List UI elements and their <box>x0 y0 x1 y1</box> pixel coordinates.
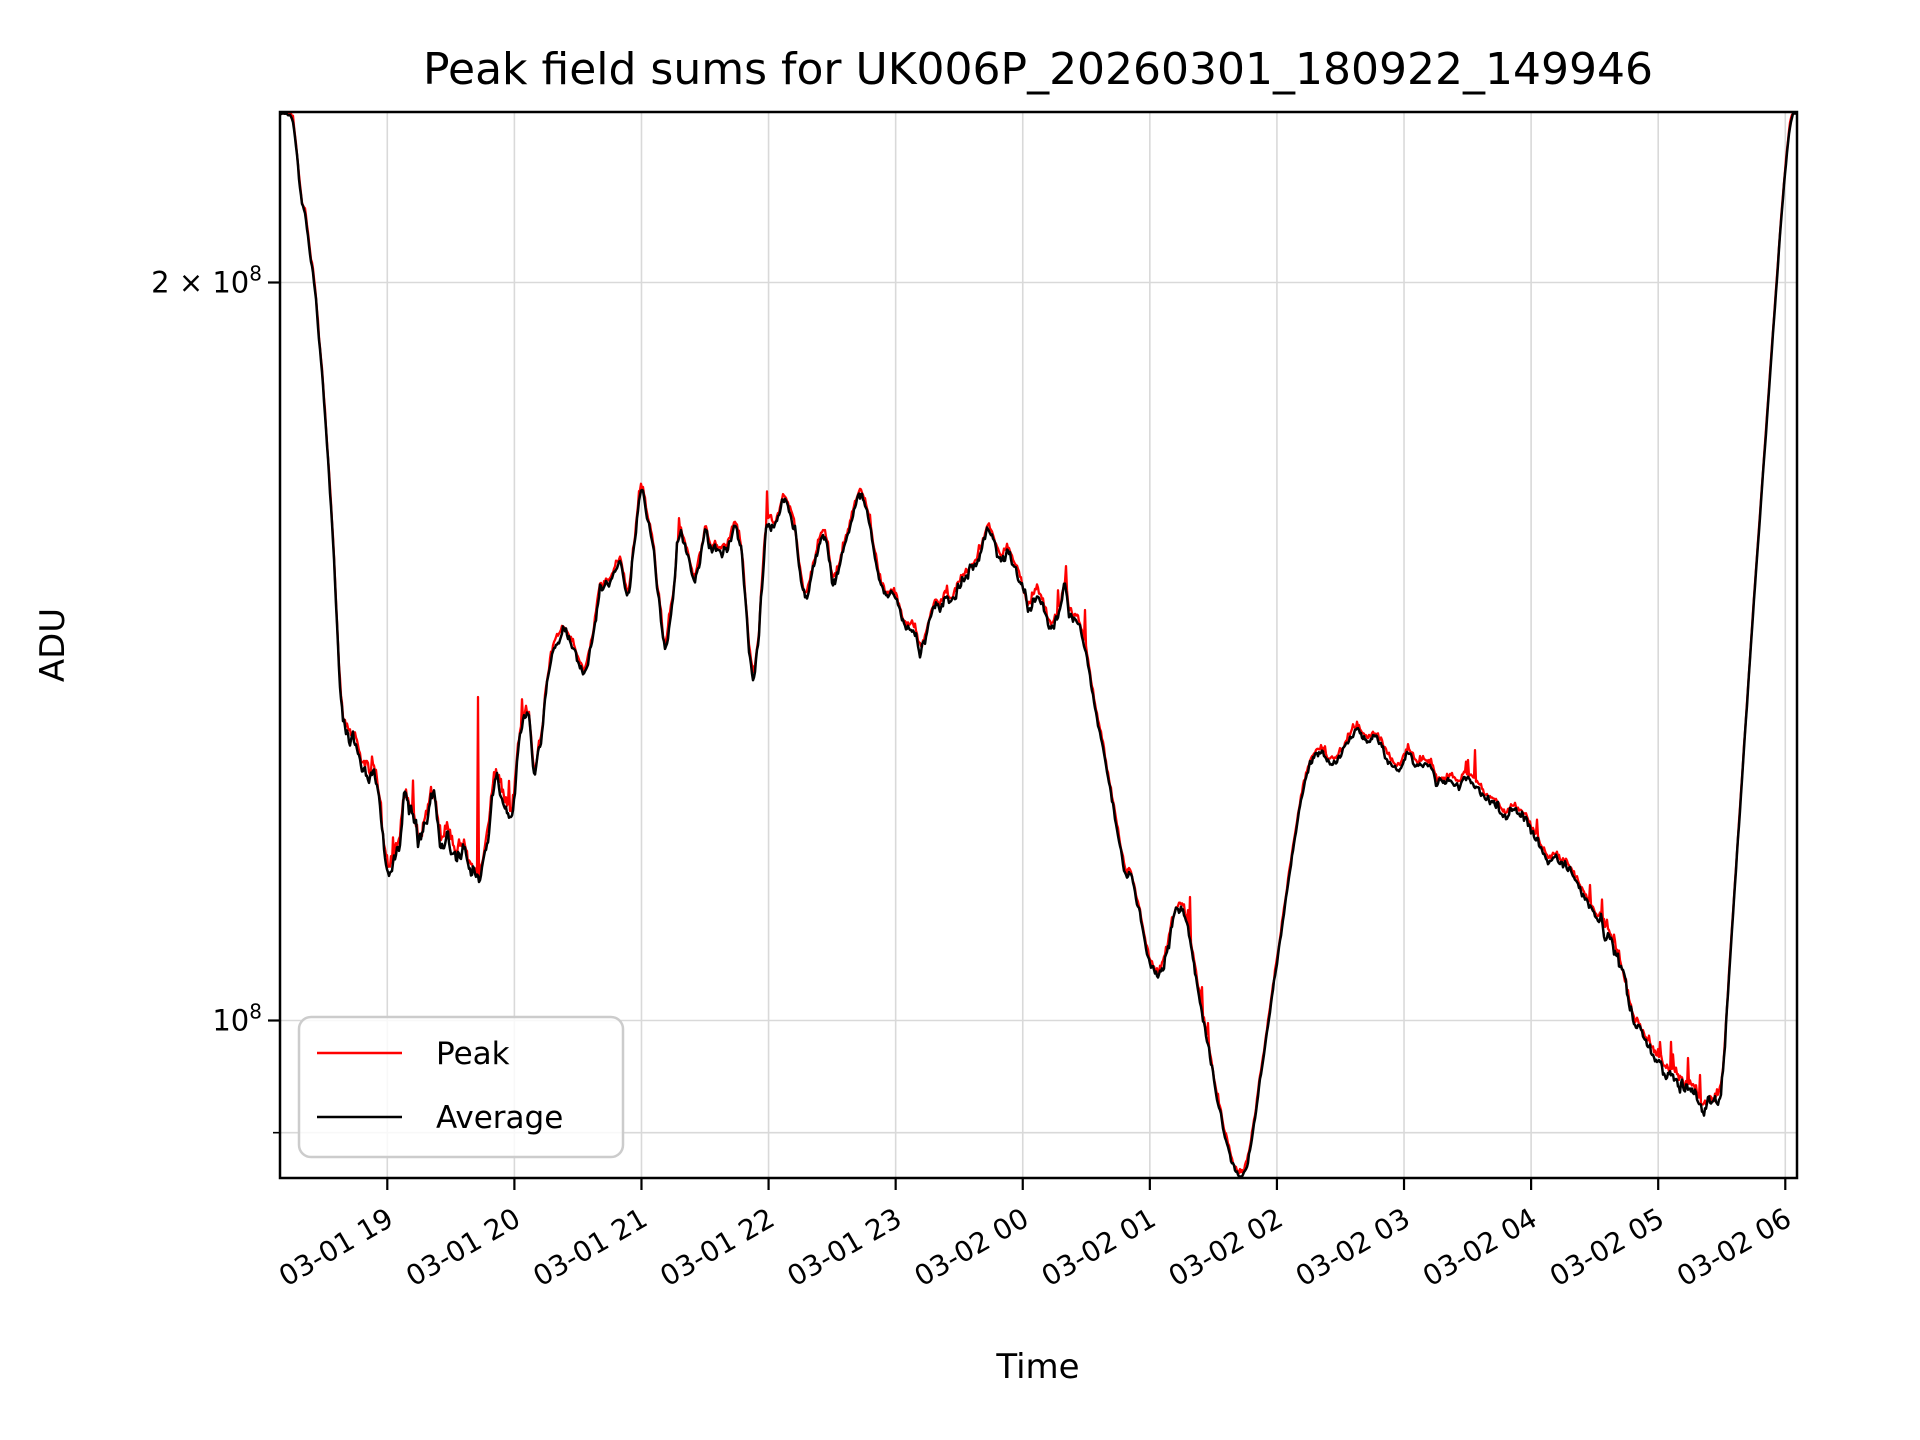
x-tick-labels: 03-01 19 03-01 20 03-01 21 03-01 22 03-01 23… <box>273 1201 1797 1293</box>
x-tick-label: 03-02 00 <box>909 1201 1035 1293</box>
x-axis-label: Time <box>995 1347 1079 1387</box>
plot-frame <box>278 110 1799 1180</box>
x-tick-label: 03-02 06 <box>1671 1201 1797 1293</box>
x-tick-label: 03-02 02 <box>1163 1201 1289 1293</box>
x-tick-label: 03-02 01 <box>1036 1201 1162 1293</box>
x-tick-label: 03-01 19 <box>273 1201 399 1293</box>
series-lines <box>281 113 1796 1177</box>
legend: Peak Average <box>297 1015 625 1159</box>
peak-series-line <box>281 113 1796 1175</box>
legend-label-peak: Peak <box>436 1036 510 1072</box>
y-tick-labels: 2 × 108 108 <box>151 261 262 1037</box>
x-tick-label: 03-01 20 <box>400 1201 526 1293</box>
chart-title: Peak field sums for UK006P_20260301_1809… <box>423 44 1653 95</box>
axis-ticks <box>268 281 1787 1190</box>
average-series-line <box>281 113 1796 1177</box>
x-tick-label: 03-01 23 <box>782 1201 908 1293</box>
y-axis-label: ADU <box>33 608 73 682</box>
x-tick-label: 03-02 05 <box>1544 1201 1670 1293</box>
y-tick-label: 2 × 108 <box>151 261 262 299</box>
legend-label-average: Average <box>436 1100 563 1136</box>
gridlines <box>280 112 1797 1178</box>
y-tick-label: 108 <box>212 1000 262 1038</box>
x-tick-label: 03-01 21 <box>527 1201 653 1293</box>
x-tick-label: 03-01 22 <box>655 1201 781 1293</box>
x-tick-label: 03-02 04 <box>1417 1201 1543 1293</box>
x-tick-label: 03-02 03 <box>1290 1201 1416 1293</box>
